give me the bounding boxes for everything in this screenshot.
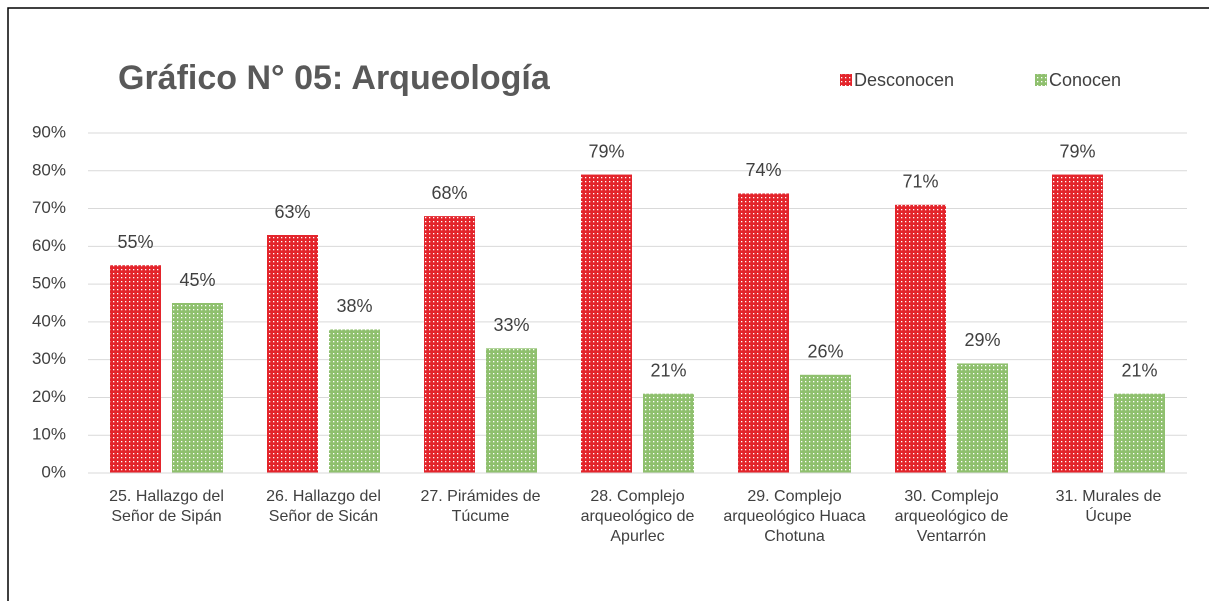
data-label: 21% xyxy=(1121,360,1157,380)
bar xyxy=(1114,393,1165,473)
bar xyxy=(1052,174,1103,474)
x-tick-label: 29. Complejo arqueológico Huaca Chotuna xyxy=(723,488,866,545)
x-tick-label: 27. Pirámides de Túcume xyxy=(420,488,541,525)
data-label: 79% xyxy=(588,141,624,161)
bar xyxy=(172,303,223,473)
y-tick-label: 90% xyxy=(32,122,66,141)
y-tick-label: 80% xyxy=(32,160,66,179)
data-label: 63% xyxy=(274,202,310,222)
bar xyxy=(110,265,161,473)
bar xyxy=(267,235,318,473)
y-tick-label: 30% xyxy=(32,349,66,368)
data-label: 71% xyxy=(902,172,938,192)
bar xyxy=(424,216,475,473)
data-label: 55% xyxy=(117,232,153,252)
data-label: 74% xyxy=(745,160,781,180)
data-label: 26% xyxy=(807,342,843,362)
bar xyxy=(800,374,851,473)
y-tick-label: 60% xyxy=(32,236,66,255)
data-label: 21% xyxy=(650,360,686,380)
data-label: 33% xyxy=(493,315,529,335)
y-tick-label: 70% xyxy=(32,198,66,217)
y-tick-label: 0% xyxy=(41,462,66,481)
bar xyxy=(643,393,694,473)
legend-swatch xyxy=(1035,74,1047,86)
bar xyxy=(486,348,537,473)
data-label: 68% xyxy=(431,183,467,203)
data-label: 79% xyxy=(1059,141,1095,161)
x-tick-label: 25. Hallazgo del Señor de Sipán xyxy=(109,488,224,525)
x-tick-label: 28. Complejo arqueológico de Apurlec xyxy=(580,488,695,545)
chart-title: Gráfico N° 05: Arqueología xyxy=(118,59,551,97)
bar xyxy=(581,174,632,474)
chart-frame xyxy=(7,7,1209,601)
x-tick-label: 31. Murales de Úcupe xyxy=(1055,488,1162,525)
data-label: 45% xyxy=(179,270,215,290)
x-tick-label: 26. Hallazgo del Señor de Sicán xyxy=(266,488,381,525)
bar xyxy=(329,329,380,473)
legend-label: Conocen xyxy=(1049,70,1121,90)
y-tick-label: 40% xyxy=(32,311,66,330)
data-label: 38% xyxy=(336,296,372,316)
bar xyxy=(957,363,1008,473)
x-tick-label: 30. Complejo arqueológico de Ventarrón xyxy=(894,488,1009,545)
bar xyxy=(738,193,789,473)
legend-label: Desconocen xyxy=(854,70,954,90)
y-tick-label: 10% xyxy=(32,425,66,444)
legend-swatch xyxy=(840,74,852,86)
data-label: 29% xyxy=(964,330,1000,350)
y-tick-label: 50% xyxy=(32,274,66,293)
y-tick-label: 20% xyxy=(32,387,66,406)
bar xyxy=(895,204,946,473)
